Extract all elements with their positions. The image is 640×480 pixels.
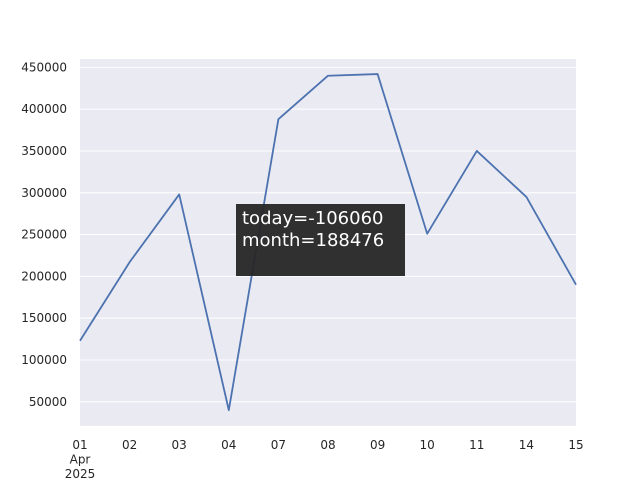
x-tick-label: 02 xyxy=(122,438,137,452)
x-tick-label: 04 xyxy=(221,438,236,452)
y-tick-label: 100000 xyxy=(21,353,67,367)
annotation-box xyxy=(236,204,405,276)
x-tick-label: 09 xyxy=(370,438,385,452)
y-tick-label: 350000 xyxy=(21,144,67,158)
x-tick-label: 08 xyxy=(320,438,335,452)
x-tick-label: 15 xyxy=(568,438,583,452)
y-tick-label: 300000 xyxy=(21,186,67,200)
y-tick-label: 50000 xyxy=(29,395,67,409)
y-tick-label: 150000 xyxy=(21,311,67,325)
y-tick-label: 450000 xyxy=(21,60,67,74)
y-tick-label: 400000 xyxy=(21,102,67,116)
x-tick-label: 03 xyxy=(172,438,187,452)
y-tick-label: 200000 xyxy=(21,269,67,283)
x-tick-label: 07 xyxy=(271,438,286,452)
annotation-text: today=-106060 xyxy=(242,208,383,229)
annotation-text: month=188476 xyxy=(242,230,384,251)
x-tick-label: 14 xyxy=(519,438,534,452)
x-tick-label: 11 xyxy=(469,438,484,452)
x-tick-label: 10 xyxy=(420,438,435,452)
line-series xyxy=(79,73,577,412)
y-tick-label: 250000 xyxy=(21,228,67,242)
x-tick-label: 01 Apr 2025 xyxy=(65,438,96,480)
